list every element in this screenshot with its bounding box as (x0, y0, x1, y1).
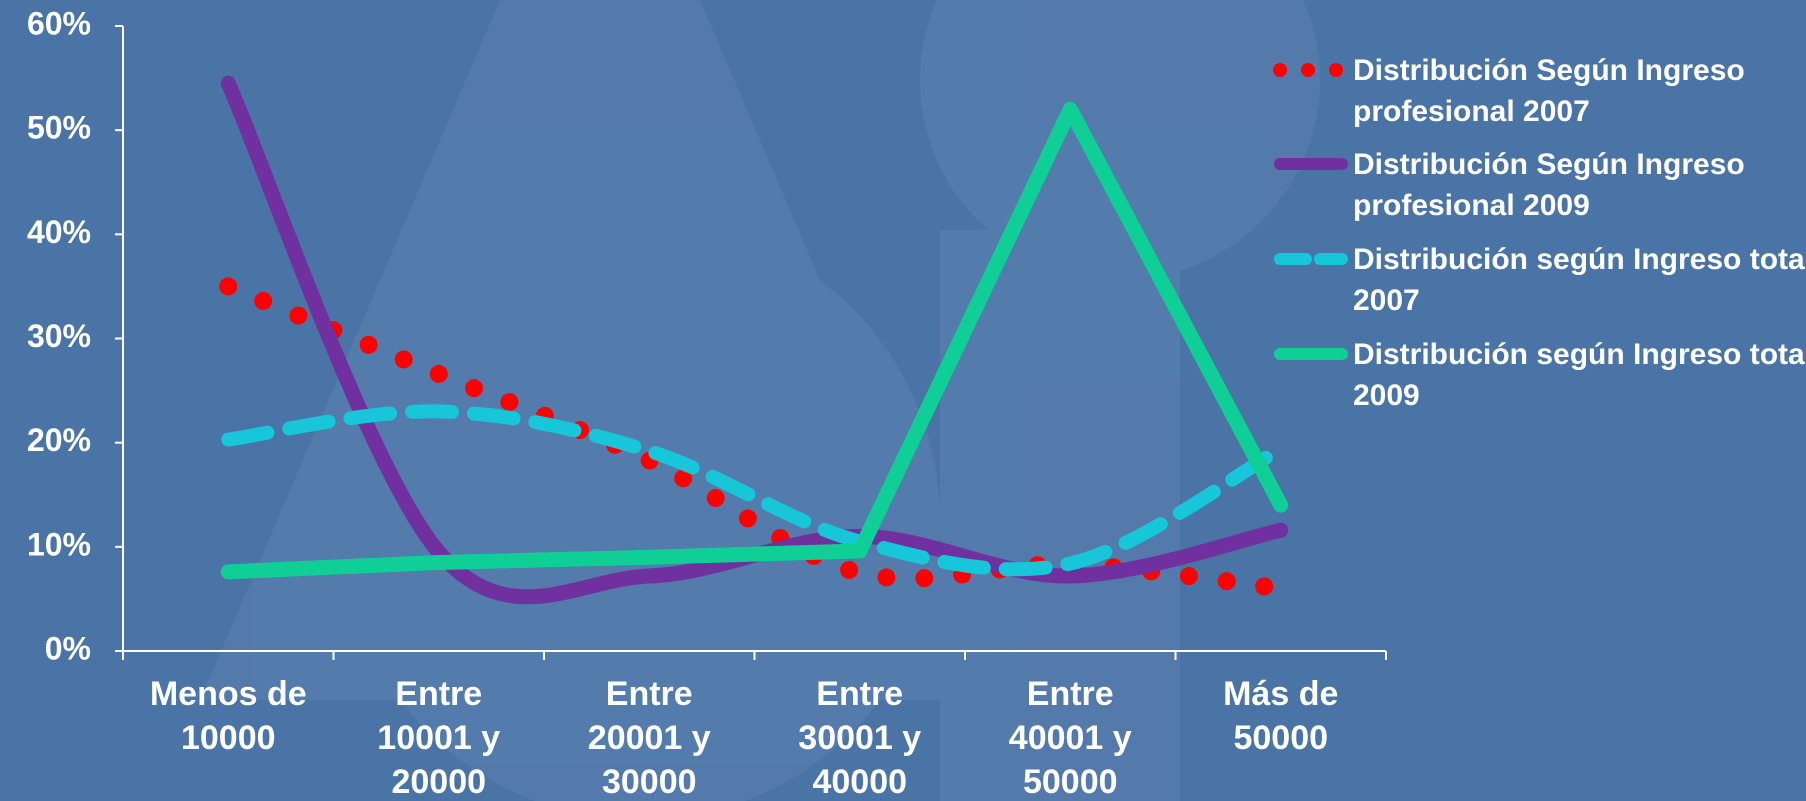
series-line (220, 101, 1289, 580)
legend-label: Distribución según Ingreso total 2009 (1353, 338, 1806, 412)
y-tick-label: 0% (45, 630, 91, 666)
legend-label: Distribución Según Ingreso profesional 2… (1353, 54, 1745, 128)
x-tick-label: Entre 30001 y 40000 (798, 675, 921, 801)
legend-label: Distribución Según Ingreso profesional 2… (1353, 148, 1745, 222)
series-line (220, 75, 1289, 605)
series-line (219, 277, 1290, 598)
x-tick-label: Menos de 10000 (150, 675, 307, 757)
legend-label: Distribución según Ingreso total 2007 (1353, 243, 1806, 317)
x-tick-label: Más de 50000 (1223, 675, 1338, 757)
x-tick-label: Entre 40001 y 50000 (1009, 675, 1132, 801)
x-tick-label: Entre 10001 y 20000 (377, 675, 500, 801)
y-tick-label: 10% (27, 526, 91, 562)
y-tick-label: 30% (27, 318, 91, 354)
background-watermark (200, 0, 1320, 801)
y-tick-label: 60% (27, 5, 91, 41)
y-tick-label: 20% (27, 422, 91, 458)
y-tick-label: 40% (27, 214, 91, 250)
y-tick-label: 50% (27, 110, 91, 146)
series-line (221, 404, 1288, 577)
x-tick-label: Entre 20001 y 30000 (588, 675, 711, 801)
